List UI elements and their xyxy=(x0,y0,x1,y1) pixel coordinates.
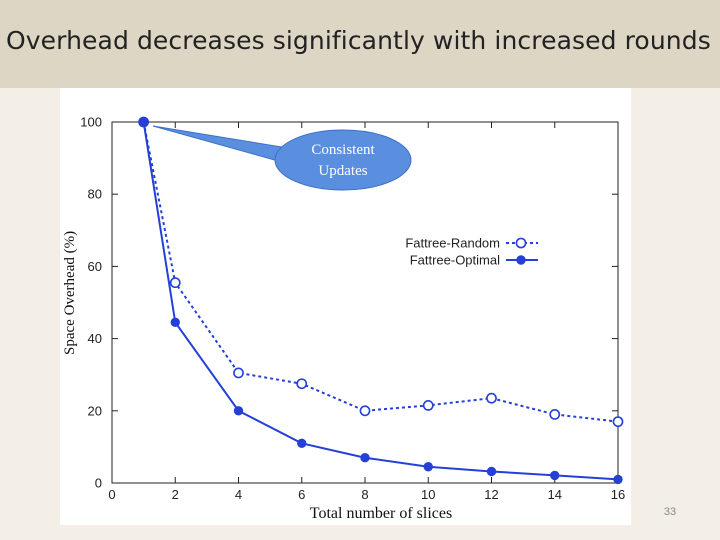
x-tick-label: 0 xyxy=(108,487,115,502)
y-tick-label: 40 xyxy=(88,331,102,346)
callout-bubble xyxy=(274,129,412,191)
x-tick-label: 14 xyxy=(548,487,562,502)
callout-line-1: Consistent xyxy=(311,142,375,158)
callout-text: Consistent Updates xyxy=(276,140,410,182)
y-tick-label: 0 xyxy=(95,476,102,491)
legend-marker xyxy=(516,255,526,265)
data-point-optimal xyxy=(297,438,307,448)
data-point-random xyxy=(612,416,624,428)
data-point-random xyxy=(359,405,371,417)
y-tick-label: 80 xyxy=(88,187,102,202)
y-tick-label: 60 xyxy=(88,259,102,274)
chart-legend: Fattree-Random Fattree-Optimal xyxy=(405,236,538,268)
x-tick-label: 6 xyxy=(298,487,305,502)
data-point-optimal xyxy=(486,466,497,477)
data-point-optimal xyxy=(138,117,149,127)
data-point-random xyxy=(233,367,244,379)
page-number: 33 xyxy=(663,506,677,518)
slide-title: Overhead decreases significantly with in… xyxy=(6,26,711,55)
x-tick-label: 8 xyxy=(361,487,368,502)
title-band xyxy=(0,0,720,88)
data-point-random xyxy=(549,409,561,420)
series-random-line xyxy=(142,121,619,423)
legend-label: Fattree-Random xyxy=(405,236,500,251)
y-tick-label: 100 xyxy=(80,115,102,130)
y-axis-label: Space Overhead (%) xyxy=(62,230,78,355)
data-point-optimal xyxy=(550,470,560,481)
data-point-random xyxy=(169,277,181,289)
chart-axes: 0 2 4 6 8 10 12 14 16 0 20 40 60 80 100 xyxy=(80,115,625,503)
x-axis-label: Total number of slices xyxy=(268,503,494,525)
data-point-random xyxy=(422,399,434,411)
x-tick-label: 4 xyxy=(235,487,242,502)
data-point-optimal xyxy=(423,462,433,472)
data-point-optimal xyxy=(233,406,244,416)
data-point-optimal xyxy=(360,453,370,463)
data-point-optimal xyxy=(613,474,623,485)
data-point-optimal xyxy=(170,317,180,328)
data-point-random xyxy=(486,392,497,404)
x-tick-label: 12 xyxy=(484,487,498,502)
y-tick-label: 20 xyxy=(88,403,102,418)
x-tick-label: 2 xyxy=(172,487,179,502)
x-tick-label: 10 xyxy=(421,487,435,502)
legend-marker xyxy=(515,237,527,249)
legend-label: Fattree-Optimal xyxy=(410,253,500,268)
chart-series xyxy=(138,116,624,485)
callout-line-2: Updates xyxy=(318,163,368,179)
data-point-random xyxy=(296,378,308,390)
x-tick-label: 16 xyxy=(611,487,625,502)
